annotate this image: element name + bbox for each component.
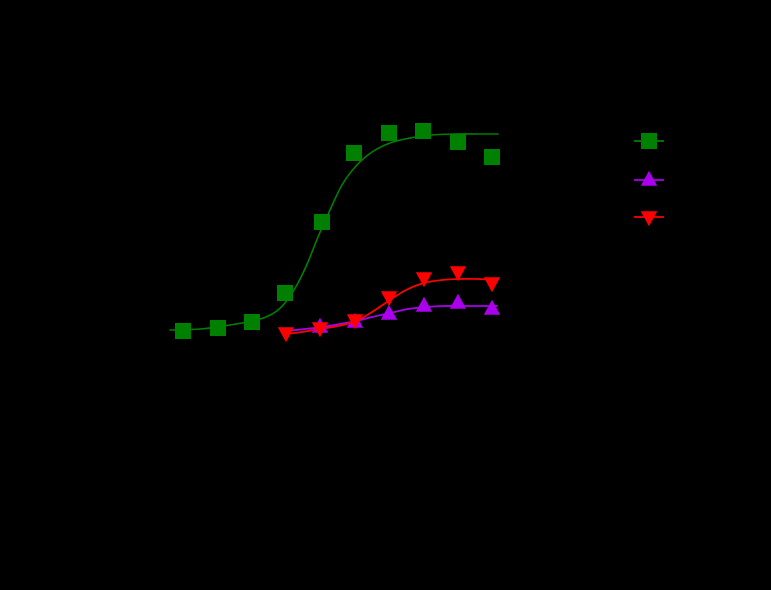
square-marker bbox=[484, 149, 500, 165]
series-red-series bbox=[277, 266, 501, 343]
square-marker bbox=[314, 214, 330, 230]
square-marker bbox=[244, 314, 260, 330]
square-marker bbox=[450, 134, 466, 150]
triangle-down-marker bbox=[380, 291, 398, 307]
triangle-down-marker bbox=[483, 277, 501, 293]
triangle-up-marker bbox=[380, 304, 398, 320]
square-marker bbox=[381, 125, 397, 141]
triangle-down-marker bbox=[449, 266, 467, 282]
square-marker bbox=[346, 145, 362, 161]
triangle-down-marker bbox=[415, 272, 433, 288]
triangle-up-marker bbox=[449, 293, 467, 309]
square-marker bbox=[277, 285, 293, 301]
legend-entry-0[interactable] bbox=[634, 133, 664, 149]
data-series-layer bbox=[169, 123, 501, 343]
square-marker bbox=[210, 320, 226, 336]
triangle-down-marker bbox=[346, 314, 364, 330]
legend-layer bbox=[634, 133, 664, 227]
triangle-up-marker bbox=[640, 170, 658, 186]
legend-entry-1[interactable] bbox=[634, 170, 664, 186]
square-marker bbox=[641, 133, 657, 149]
series-green-series bbox=[169, 123, 500, 339]
triangle-down-marker bbox=[640, 211, 658, 227]
triangle-down-marker bbox=[277, 327, 295, 343]
triangle-up-marker bbox=[415, 296, 433, 312]
triangle-down-marker bbox=[311, 322, 329, 338]
square-marker bbox=[175, 323, 191, 339]
legend-entry-2[interactable] bbox=[634, 211, 664, 227]
square-marker bbox=[415, 123, 431, 139]
triangle-up-marker bbox=[483, 299, 501, 315]
